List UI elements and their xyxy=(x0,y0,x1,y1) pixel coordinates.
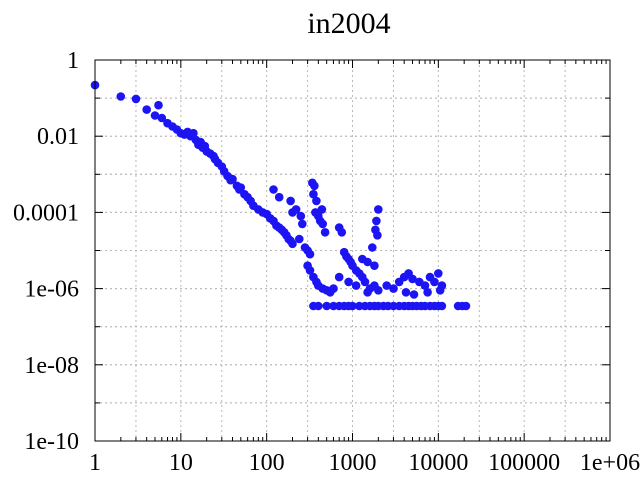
x-tick-label: 1000 xyxy=(329,450,377,476)
data-point xyxy=(420,281,430,290)
x-tick-label: 10000 xyxy=(408,450,468,476)
y-tick-label: 0.0001 xyxy=(13,200,79,226)
data-point xyxy=(309,189,318,199)
grid-lines xyxy=(95,60,610,441)
x-tick-label: 1 xyxy=(89,450,101,476)
x-tick-label: 100000 xyxy=(488,450,560,476)
data-point xyxy=(363,288,372,297)
data-point xyxy=(374,205,383,214)
data-point xyxy=(373,231,382,240)
data-point xyxy=(236,183,246,192)
y-tick-label: 1e-06 xyxy=(24,277,79,303)
data-point xyxy=(368,243,377,252)
data-point xyxy=(142,105,151,114)
data-point xyxy=(382,281,392,290)
data-point xyxy=(291,205,301,214)
data-point xyxy=(312,196,321,206)
data-point xyxy=(372,216,381,226)
x-axis-tick-labels: 1 10 100 1000 10000 100000 1e+06 xyxy=(89,450,640,476)
data-point xyxy=(150,111,160,120)
x-tick-label: 100 xyxy=(249,450,285,476)
data-point xyxy=(274,192,284,202)
y-tick-label: 1 xyxy=(67,48,79,74)
data-point xyxy=(296,211,306,221)
data-point xyxy=(430,277,439,287)
data-point xyxy=(305,249,315,259)
data-point xyxy=(370,261,379,271)
data-point xyxy=(437,281,447,290)
y-axis-tick-labels: 1 0.01 0.0001 1e-06 1e-08 1e-10 xyxy=(13,48,79,455)
data-point xyxy=(351,281,361,290)
data-point xyxy=(401,288,411,297)
data-point xyxy=(318,219,328,229)
data-points xyxy=(90,80,471,311)
x-tick-label: 1e+06 xyxy=(580,450,640,476)
data-point xyxy=(288,239,297,249)
data-point xyxy=(228,174,237,184)
data-point xyxy=(305,266,315,275)
data-point xyxy=(298,219,307,229)
data-point xyxy=(348,301,357,311)
data-point xyxy=(317,205,327,214)
data-point xyxy=(295,234,304,244)
data-point xyxy=(322,301,332,311)
data-point xyxy=(360,277,370,287)
data-point xyxy=(434,269,443,278)
data-point xyxy=(337,228,347,237)
data-point xyxy=(408,274,417,284)
data-point xyxy=(389,284,398,293)
data-point xyxy=(334,272,344,282)
x-tick-label: 10 xyxy=(169,450,193,476)
data-point xyxy=(461,301,471,311)
y-tick-label: 1e-08 xyxy=(24,353,79,379)
y-tick-label: 1e-10 xyxy=(24,429,79,455)
data-point xyxy=(286,196,295,206)
data-point xyxy=(374,286,383,295)
data-point xyxy=(157,113,167,123)
data-point xyxy=(320,228,330,237)
data-point xyxy=(363,257,372,267)
chart-title: in2004 xyxy=(307,7,390,40)
data-point xyxy=(409,290,419,299)
y-tick-label: 0.01 xyxy=(37,124,79,150)
data-point xyxy=(310,181,319,191)
data-point xyxy=(189,128,198,138)
plot-frame xyxy=(94,59,611,442)
data-point xyxy=(329,284,338,293)
data-point xyxy=(437,301,447,311)
data-point xyxy=(423,288,432,297)
data-point xyxy=(344,277,353,287)
data-point xyxy=(131,94,141,104)
data-point xyxy=(314,301,323,311)
data-point xyxy=(269,185,278,194)
data-point xyxy=(116,92,126,101)
data-point xyxy=(154,100,163,110)
